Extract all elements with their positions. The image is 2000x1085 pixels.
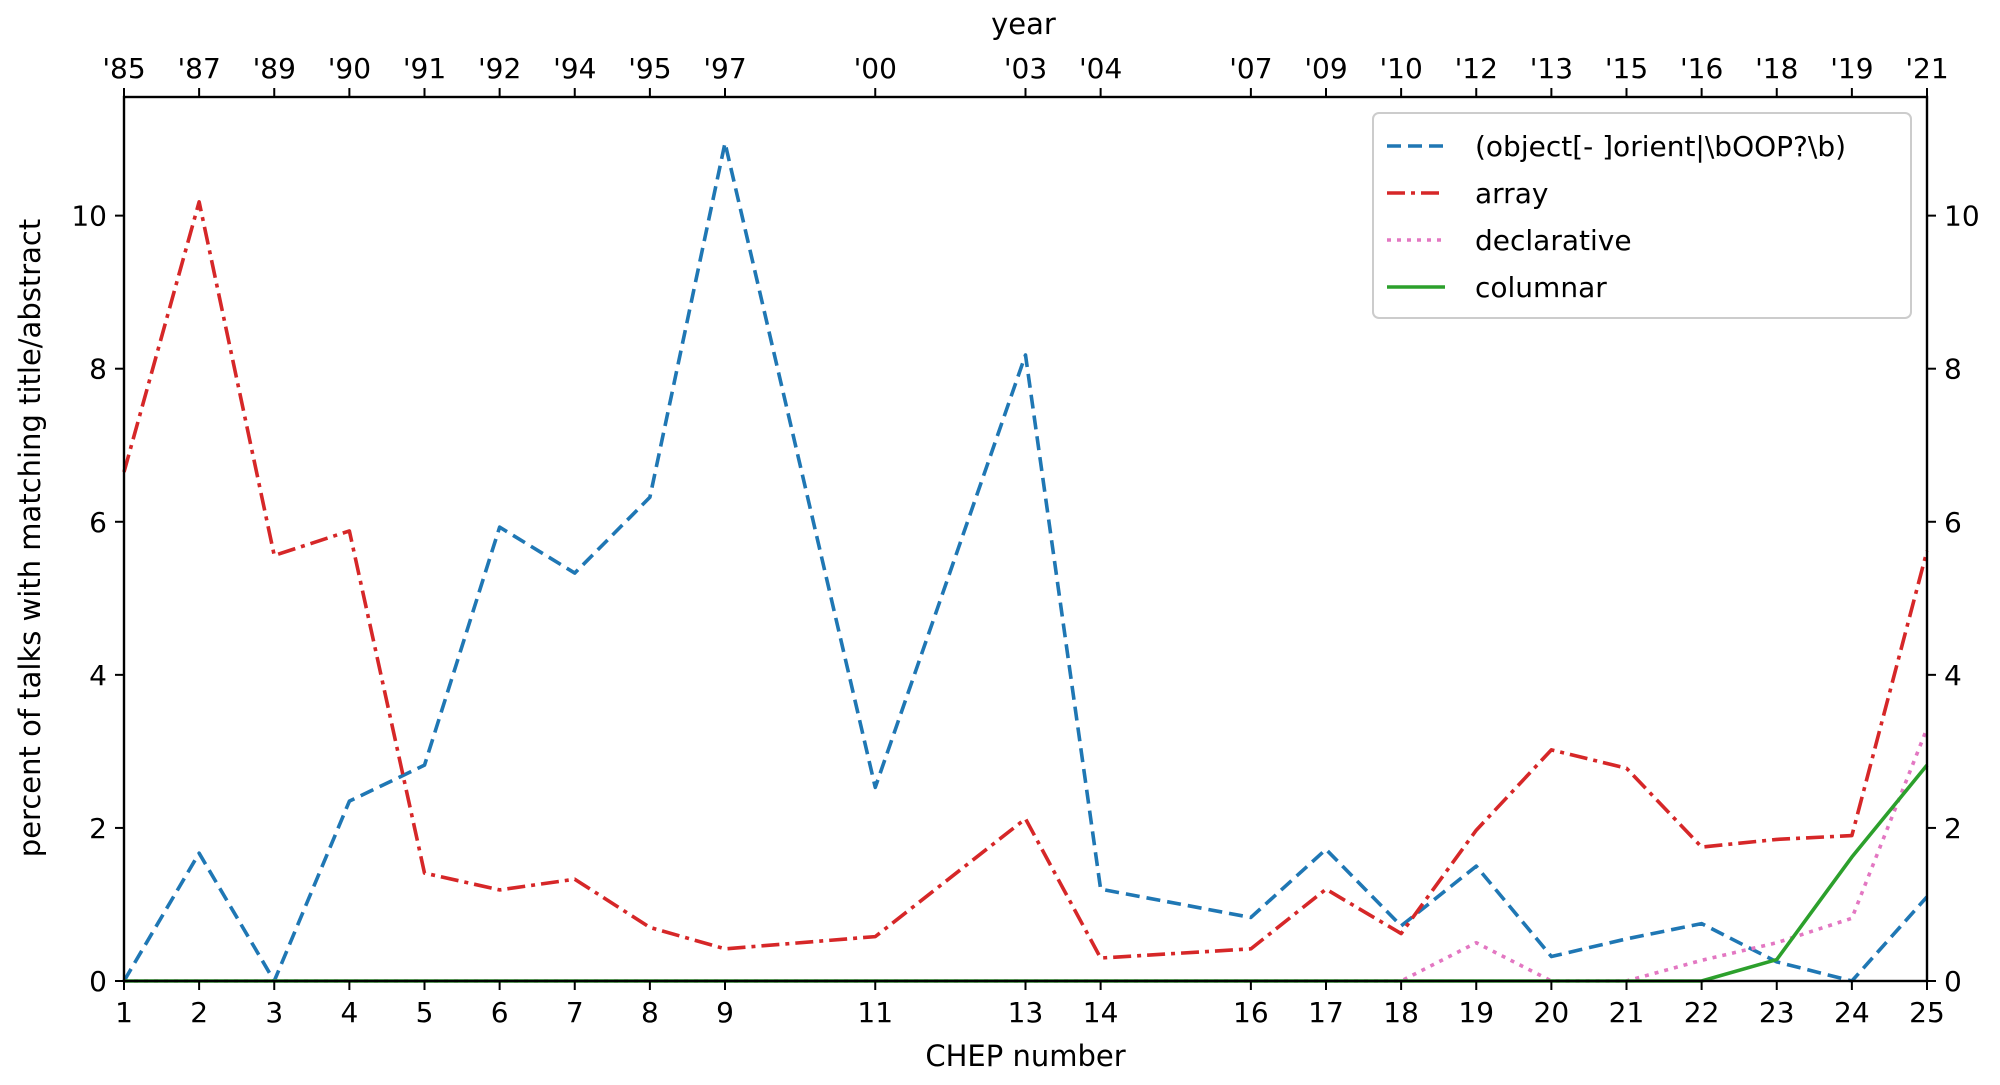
y-tick-label-right: 10	[1944, 200, 1980, 233]
y-tick-label-right: 0	[1944, 965, 1962, 998]
legend-box	[1372, 112, 1912, 319]
top-tick-label: '21	[1905, 52, 1948, 85]
x-tick-label: 5	[416, 996, 434, 1029]
x-tick-label: 9	[716, 996, 734, 1029]
y-tick-label-left: 2	[89, 812, 107, 845]
top-tick-label: '09	[1304, 52, 1347, 85]
y-tick-label-left: 10	[71, 200, 107, 233]
y-tick-label-right: 8	[1944, 353, 1962, 386]
top-tick-label: '12	[1455, 52, 1498, 85]
y-tick-label-left: 6	[89, 506, 107, 539]
top-tick-label: '13	[1530, 52, 1573, 85]
legend-label-2: array	[1475, 177, 1548, 210]
plot-frame	[122, 95, 1929, 983]
x-tick-label: 23	[1759, 996, 1795, 1029]
x-tick-label: 2	[190, 996, 208, 1029]
top-tick-label: '03	[1004, 52, 1047, 85]
top-tick-label: '19	[1830, 52, 1873, 85]
top-tick-label: '15	[1605, 52, 1648, 85]
x-tick-label: 20	[1534, 996, 1570, 1029]
top-tick-label: '89	[253, 52, 296, 85]
top-tick-label: '90	[328, 52, 371, 85]
x-tick-label: 25	[1909, 996, 1945, 1029]
legend-label-3: declarative	[1475, 224, 1632, 257]
x-tick-label: 7	[566, 996, 584, 1029]
x-axis-title: CHEP number	[925, 1039, 1125, 1073]
x-tick-label: 22	[1684, 996, 1720, 1029]
y-tick-label-right: 2	[1944, 812, 1962, 845]
top-tick-label: '16	[1680, 52, 1723, 85]
y-tick-label-left: 8	[89, 353, 107, 386]
x-tick-label: 6	[491, 996, 509, 1029]
x-tick-label: 11	[857, 996, 893, 1029]
top-tick-label: '00	[854, 52, 897, 85]
top-tick-label: '87	[177, 52, 220, 85]
x-tick-label: 24	[1834, 996, 1870, 1029]
y-axis-title: percent of talks with matching title/abs…	[13, 219, 47, 857]
top-tick-label: '10	[1379, 52, 1422, 85]
ticks: 1 2 3 4 5 6 7 8 9 11 13 14 16 17 18 19 20 21 22 23 24 25'85'8…	[71, 52, 1979, 1029]
y-tick-label-right: 4	[1944, 659, 1962, 692]
x-tick-label: 19	[1458, 996, 1494, 1029]
top-axis-title: year	[991, 7, 1056, 41]
top-tick-label: '04	[1079, 52, 1122, 85]
y-tick-label-left: 0	[89, 965, 107, 998]
x-tick-label: 21	[1609, 996, 1645, 1029]
series-line-2	[122, 200, 1929, 960]
x-tick-label: 14	[1083, 996, 1119, 1029]
top-tick-label: '18	[1755, 52, 1798, 85]
x-tick-label: 4	[340, 996, 358, 1029]
legend-label-4: columnar	[1475, 271, 1607, 304]
y-tick-label-left: 4	[89, 659, 107, 692]
top-tick-label: '94	[553, 52, 596, 85]
top-tick-label: '85	[102, 52, 145, 85]
legend-label-1: (object[- ]orient|\bOOP?\b)	[1475, 130, 1846, 163]
x-tick-label: 3	[265, 996, 283, 1029]
top-tick-label: '91	[403, 52, 446, 85]
top-tick-label: '07	[1229, 52, 1272, 85]
x-tick-label: 1	[115, 996, 133, 1029]
top-tick-label: '95	[628, 52, 671, 85]
series-line-1	[122, 141, 1929, 983]
legend: (object[- ]orient|\bOOP?\b) array declarat…	[1372, 112, 1912, 319]
x-tick-label: 8	[641, 996, 659, 1029]
x-tick-label: 17	[1308, 996, 1344, 1029]
y-tick-label-right: 6	[1944, 506, 1962, 539]
top-tick-label: '92	[478, 52, 521, 85]
top-tick-label: '97	[703, 52, 746, 85]
x-tick-label: 18	[1383, 996, 1419, 1029]
x-tick-label: 13	[1008, 996, 1044, 1029]
x-tick-label: 16	[1233, 996, 1269, 1029]
